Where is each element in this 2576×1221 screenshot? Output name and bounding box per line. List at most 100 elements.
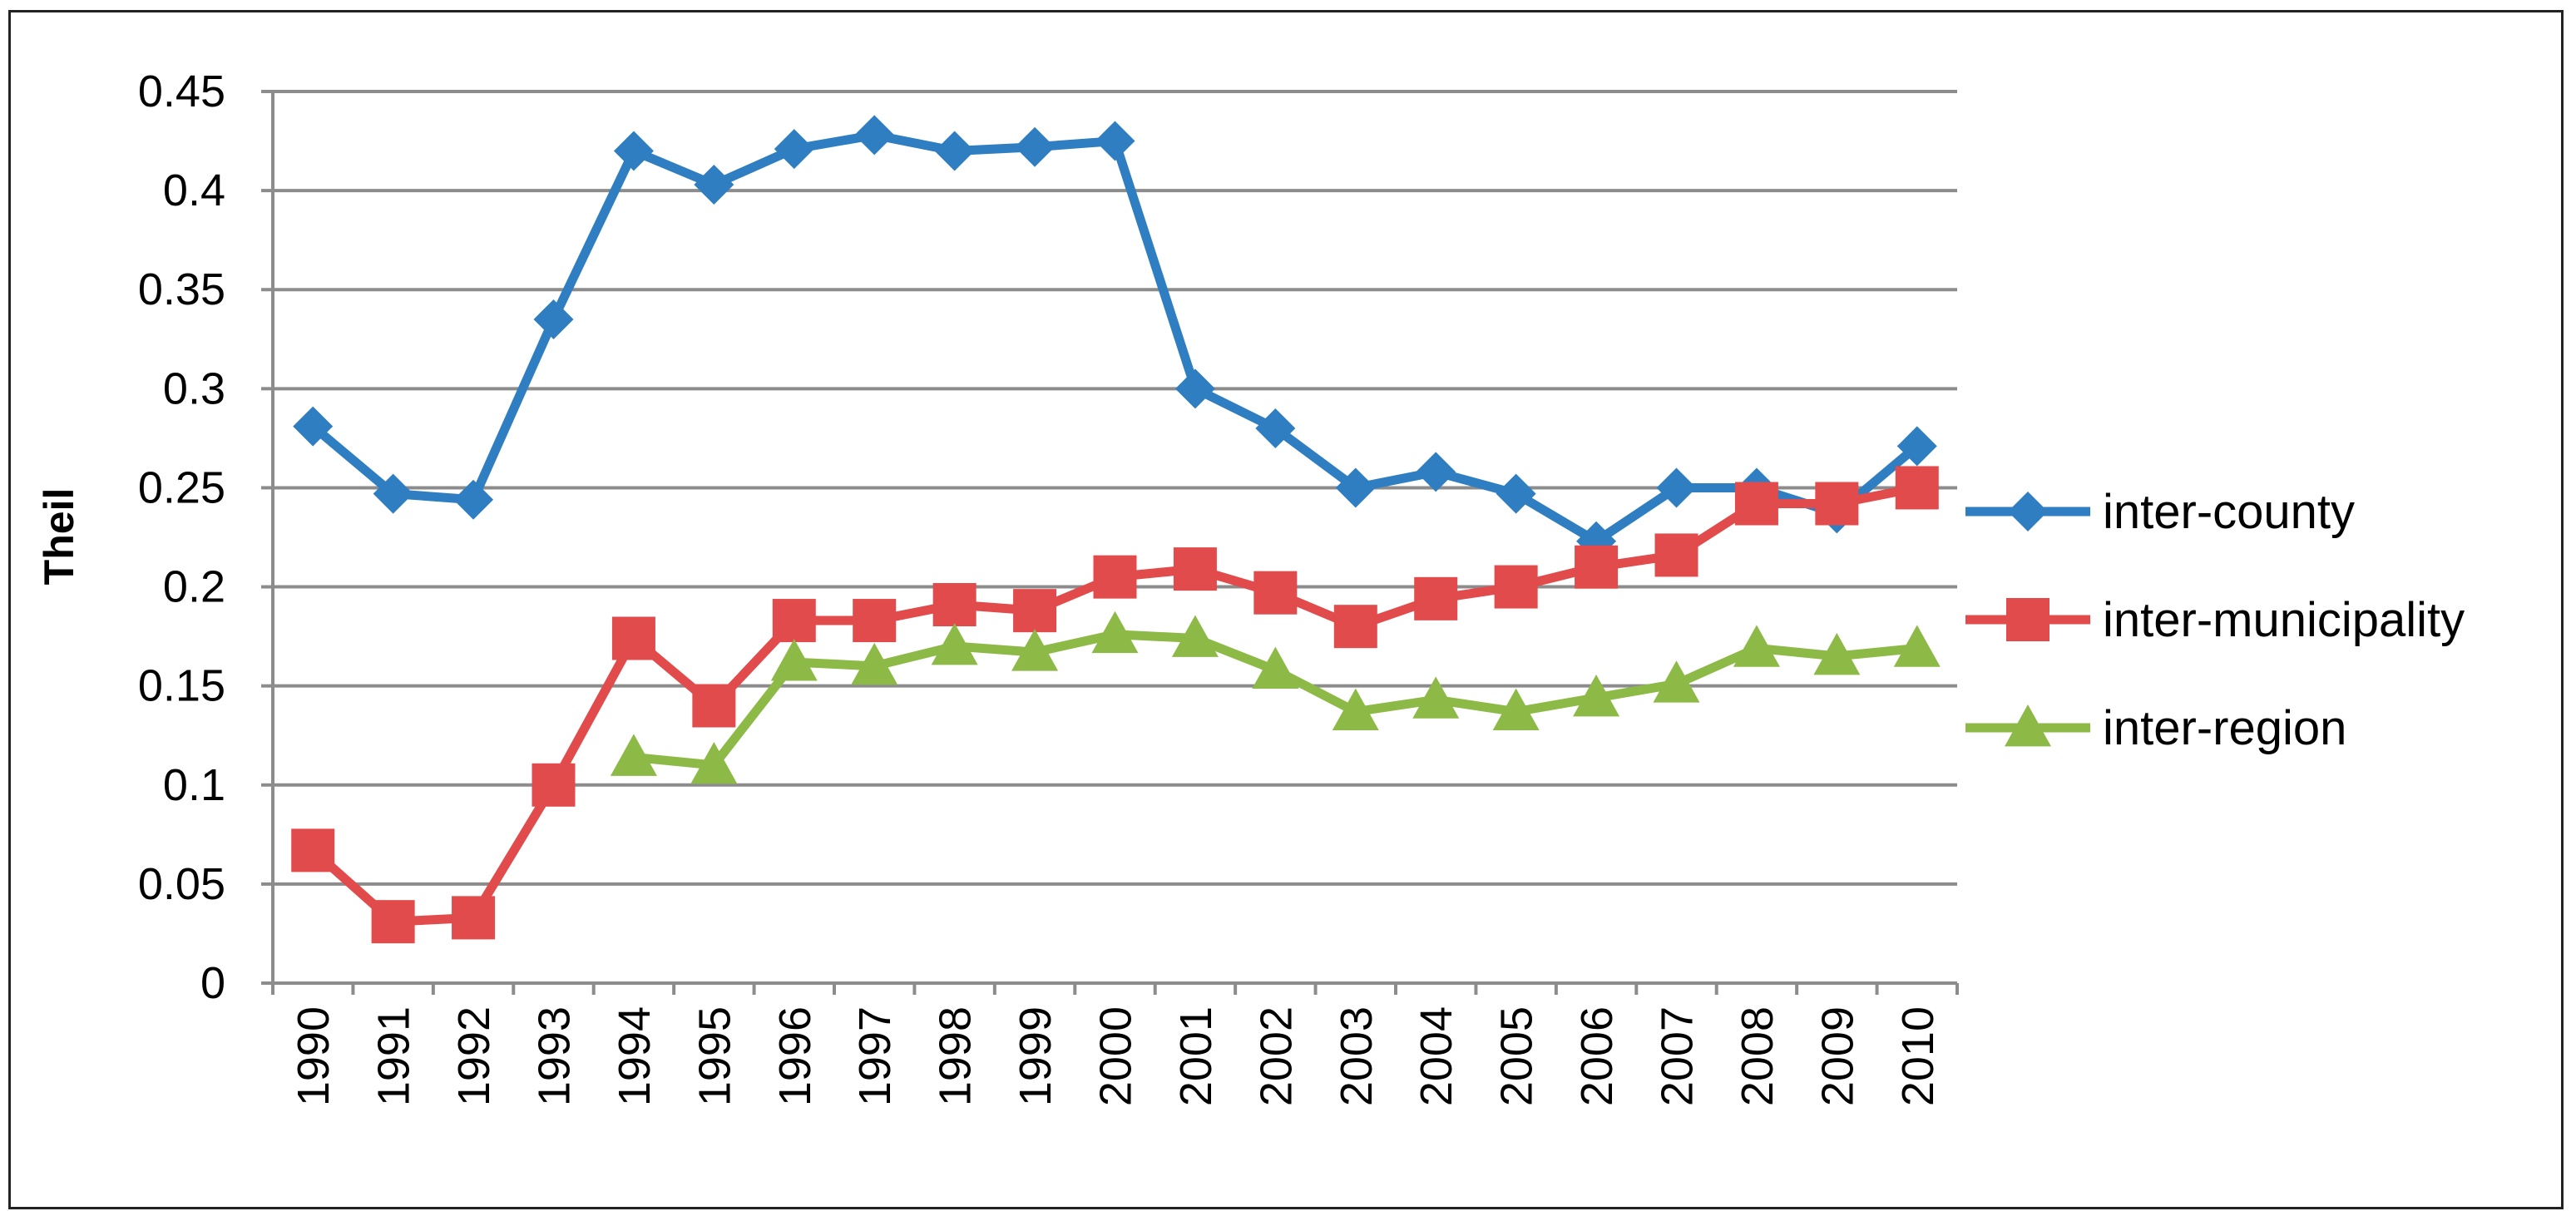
legend-label: inter-municipality xyxy=(2103,593,2465,647)
x-tick-label: 2000 xyxy=(1091,1006,1141,1106)
legend-marker xyxy=(2006,598,2049,641)
data-point xyxy=(293,406,334,447)
data-point xyxy=(1335,467,1376,508)
legend-item: inter-region xyxy=(1965,701,2346,755)
data-point xyxy=(853,599,897,643)
data-point xyxy=(1416,452,1456,492)
data-point xyxy=(931,623,978,665)
y-tick-label: 0 xyxy=(200,958,225,1008)
y-tick-label: 0.2 xyxy=(163,562,225,612)
x-tick-label: 1991 xyxy=(369,1006,419,1106)
data-point xyxy=(1171,615,1219,657)
data-point xyxy=(371,900,415,944)
data-point xyxy=(291,828,335,872)
line-chart: 0 0.05 0.1 0.15 0.2 0.25 0.3 0.35 0.4 0.45 1990 19… xyxy=(36,67,2465,1106)
data-point xyxy=(692,684,736,728)
data-point xyxy=(1496,473,1536,514)
chart-frame: 0 0.05 0.1 0.15 0.2 0.25 0.3 0.35 0.4 0.45 1990 19… xyxy=(8,10,2564,1209)
data-point xyxy=(613,131,654,171)
y-tick-label: 0.35 xyxy=(138,264,225,314)
series-inter-county xyxy=(293,115,1937,561)
y-tick-label: 0.4 xyxy=(163,166,225,215)
data-point xyxy=(1011,629,1059,671)
x-tick-label: 2009 xyxy=(1812,1006,1862,1106)
data-point xyxy=(1332,688,1379,731)
x-tick-label: 2007 xyxy=(1653,1006,1703,1106)
data-point xyxy=(934,131,975,171)
data-point xyxy=(1414,576,1458,620)
data-point xyxy=(1015,126,1056,167)
data-point xyxy=(774,129,814,170)
x-tick-label: 1992 xyxy=(449,1006,499,1106)
x-tick-label: 2003 xyxy=(1332,1006,1382,1106)
data-point xyxy=(1656,467,1697,508)
data-point xyxy=(1253,571,1298,615)
legend-item: inter-county xyxy=(1965,485,2355,539)
data-point xyxy=(1575,545,1619,589)
data-point xyxy=(694,164,734,205)
data-point xyxy=(1815,482,1859,526)
data-point xyxy=(1653,660,1700,703)
y-tick-label: 0.15 xyxy=(138,661,225,711)
data-point xyxy=(1013,589,1057,633)
y-tick-label: 0.25 xyxy=(138,462,225,512)
data-point xyxy=(932,582,977,626)
data-point xyxy=(851,642,898,685)
x-tick-label: 1998 xyxy=(931,1006,981,1106)
data-point xyxy=(532,763,576,807)
data-point xyxy=(452,896,496,940)
x-tick-label: 1996 xyxy=(770,1006,820,1106)
data-point xyxy=(533,299,574,339)
data-point xyxy=(1494,565,1538,609)
data-point xyxy=(1333,605,1377,649)
x-tick-label: 1995 xyxy=(690,1006,739,1106)
data-point xyxy=(1573,674,1620,717)
y-tick-label: 0.1 xyxy=(163,760,225,810)
x-tick-label: 2004 xyxy=(1412,1006,1461,1106)
data-point xyxy=(1093,555,1137,599)
data-point xyxy=(1654,533,1698,577)
data-point xyxy=(1095,121,1135,161)
legend-marker xyxy=(2008,492,2048,531)
data-point xyxy=(690,741,738,784)
x-tick-label: 2005 xyxy=(1492,1006,1542,1106)
x-tick-label: 1999 xyxy=(1011,1006,1061,1106)
data-point xyxy=(1893,625,1941,667)
data-point xyxy=(453,479,494,520)
data-point xyxy=(1813,632,1861,675)
data-point xyxy=(1173,547,1217,591)
series-inter-region xyxy=(610,610,1941,784)
x-tick-label: 1993 xyxy=(530,1006,580,1106)
data-point xyxy=(373,473,413,514)
x-tick-label: 2002 xyxy=(1251,1006,1301,1106)
data-point xyxy=(1492,688,1540,731)
data-point xyxy=(1255,408,1296,448)
data-point xyxy=(1734,482,1778,526)
legend-label: inter-region xyxy=(2103,701,2346,755)
y-tick-label: 0.05 xyxy=(138,859,225,909)
data-point xyxy=(772,599,816,643)
y-axis-label: Theil xyxy=(36,488,82,586)
x-tick-label: 1990 xyxy=(289,1006,339,1106)
data-point xyxy=(1091,610,1139,654)
y-tick-label: 0.3 xyxy=(163,363,225,413)
data-point xyxy=(610,734,657,776)
data-point xyxy=(1412,676,1460,719)
x-tick-label: 2006 xyxy=(1572,1006,1622,1106)
x-tick-label: 2001 xyxy=(1171,1006,1221,1106)
data-point xyxy=(1174,368,1215,409)
data-point xyxy=(1252,646,1299,690)
data-point xyxy=(611,616,655,660)
data-point xyxy=(1733,625,1780,667)
data-point xyxy=(854,115,895,156)
x-tick-label: 2008 xyxy=(1733,1006,1782,1106)
legend-marker xyxy=(2005,704,2051,747)
x-tick-label: 1997 xyxy=(850,1006,900,1106)
data-point xyxy=(770,639,818,681)
x-tick-label: 1994 xyxy=(610,1006,660,1106)
legend-label: inter-county xyxy=(2103,485,2355,539)
y-tick-label: 0.45 xyxy=(138,67,225,116)
legend-item: inter-municipality xyxy=(1965,593,2465,647)
data-point xyxy=(1895,466,1939,510)
data-point xyxy=(1896,426,1937,467)
